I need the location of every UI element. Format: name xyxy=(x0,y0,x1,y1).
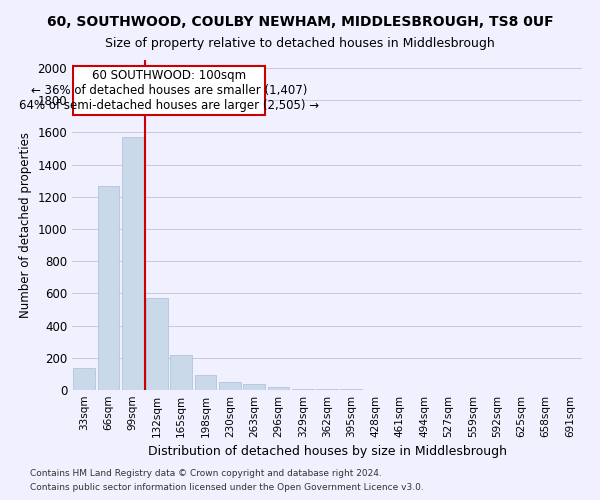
Bar xyxy=(170,356,192,390)
Text: 60 SOUTHWOOD: 100sqm: 60 SOUTHWOOD: 100sqm xyxy=(92,69,246,82)
Bar xyxy=(146,298,168,390)
Bar xyxy=(97,186,119,390)
Bar xyxy=(194,374,217,390)
Bar xyxy=(219,382,241,390)
Bar xyxy=(243,384,265,390)
Text: Contains public sector information licensed under the Open Government Licence v3: Contains public sector information licen… xyxy=(30,484,424,492)
Text: ← 36% of detached houses are smaller (1,407): ← 36% of detached houses are smaller (1,… xyxy=(31,84,307,97)
Bar xyxy=(73,368,95,390)
X-axis label: Distribution of detached houses by size in Middlesbrough: Distribution of detached houses by size … xyxy=(148,446,506,458)
Text: 60, SOUTHWOOD, COULBY NEWHAM, MIDDLESBROUGH, TS8 0UF: 60, SOUTHWOOD, COULBY NEWHAM, MIDDLESBRO… xyxy=(47,15,553,29)
Text: Contains HM Land Registry data © Crown copyright and database right 2024.: Contains HM Land Registry data © Crown c… xyxy=(30,468,382,477)
Text: Size of property relative to detached houses in Middlesbrough: Size of property relative to detached ho… xyxy=(105,38,495,51)
Text: 64% of semi-detached houses are larger (2,505) →: 64% of semi-detached houses are larger (… xyxy=(19,100,319,112)
Bar xyxy=(122,138,143,390)
Y-axis label: Number of detached properties: Number of detached properties xyxy=(19,132,32,318)
Bar xyxy=(268,387,289,390)
FancyBboxPatch shape xyxy=(73,66,265,114)
